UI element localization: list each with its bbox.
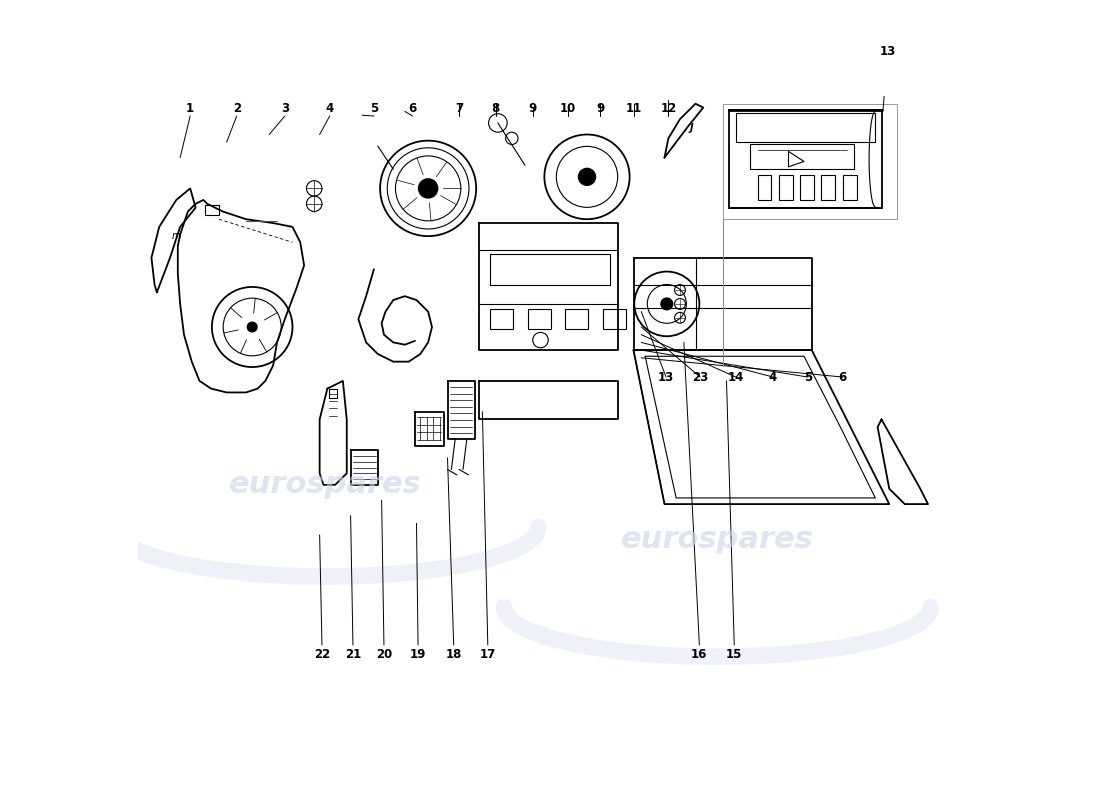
Text: 9: 9: [529, 102, 537, 115]
Bar: [843, 175, 857, 200]
Text: 18: 18: [446, 648, 462, 661]
Text: 6: 6: [408, 102, 417, 115]
Circle shape: [248, 322, 257, 332]
Bar: [528, 310, 551, 329]
Text: m: m: [172, 231, 182, 241]
Text: 2: 2: [232, 102, 241, 115]
Text: 3: 3: [280, 102, 289, 115]
Text: 22: 22: [314, 648, 330, 661]
Text: 5: 5: [804, 370, 812, 383]
Text: 6: 6: [838, 370, 847, 383]
Text: eurospares: eurospares: [620, 525, 814, 554]
Text: 9: 9: [596, 102, 604, 115]
Text: 16: 16: [691, 648, 707, 661]
Text: 12: 12: [660, 102, 676, 115]
Circle shape: [661, 298, 673, 310]
Bar: [491, 310, 514, 329]
Bar: [822, 175, 835, 200]
Circle shape: [579, 168, 595, 186]
Text: 13: 13: [658, 370, 674, 383]
Bar: [603, 310, 626, 329]
Bar: [800, 175, 814, 200]
Text: 13: 13: [880, 45, 895, 58]
Bar: [779, 175, 793, 200]
Text: 19: 19: [410, 648, 426, 661]
Text: J: J: [690, 123, 693, 134]
Text: 14: 14: [727, 370, 744, 383]
Text: 20: 20: [376, 648, 392, 661]
Text: eurospares: eurospares: [229, 470, 421, 498]
Circle shape: [418, 179, 438, 198]
Text: 15: 15: [726, 648, 742, 661]
Text: 4: 4: [769, 370, 777, 383]
Text: 4: 4: [326, 102, 333, 115]
Text: 21: 21: [344, 648, 361, 661]
Text: 5: 5: [370, 102, 378, 115]
Text: 23: 23: [692, 370, 708, 383]
Text: 1: 1: [186, 102, 195, 115]
Text: 7: 7: [455, 102, 463, 115]
Bar: [565, 310, 588, 329]
Text: 8: 8: [492, 102, 499, 115]
Text: 10: 10: [560, 102, 575, 115]
Text: 11: 11: [626, 102, 641, 115]
Bar: [758, 175, 771, 200]
Text: 17: 17: [480, 648, 496, 661]
